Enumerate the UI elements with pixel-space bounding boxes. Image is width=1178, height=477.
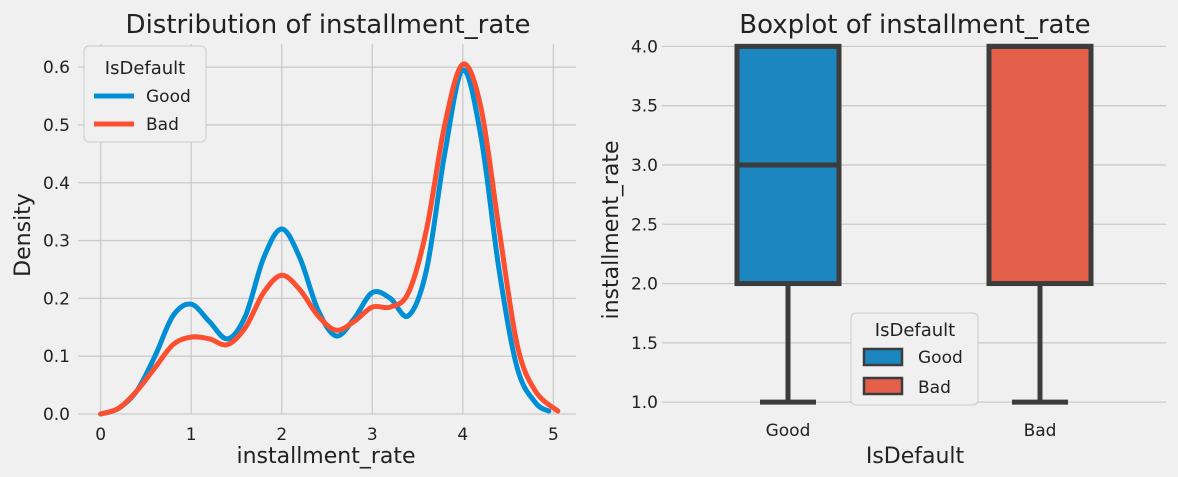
box-ylabel: installment_rate: [599, 140, 624, 319]
box-iqr-bad: [986, 43, 1094, 287]
kde-ytick-label: 0.3: [43, 232, 70, 252]
kde-ytick-label: 0.0: [43, 405, 70, 425]
kde-line-bad: [98, 61, 561, 417]
box-chart: 1.0 1.5 2.0 2.5 3.0 3.5 4.0 Good Bad Boxplot of …: [599, 10, 1166, 469]
box-ytick-label: 2.5: [631, 215, 658, 235]
box-title: Boxplot of installment_rate: [739, 10, 1090, 40]
kde-xtick-label: 0: [95, 425, 106, 445]
box-legend-swatch-bad: [862, 376, 904, 396]
box-ticks: 1.0 1.5 2.0 2.5 3.0 3.5 4.0 Good Bad: [631, 37, 1056, 441]
box-legend: IsDefault Good Bad: [850, 312, 979, 406]
kde-line-good: [98, 67, 552, 417]
kde-ytick-label: 0.6: [43, 58, 70, 78]
kde-legend: IsDefault Good Bad: [83, 45, 207, 143]
kde-xtick-label: 5: [548, 425, 559, 445]
box-xtick-label: Good: [766, 421, 811, 441]
kde-legend-label-good: Good: [146, 87, 191, 107]
box-xtick-label: Bad: [1024, 421, 1057, 441]
kde-ytick-label: 0.4: [43, 174, 70, 194]
kde-ytick-label: 0.1: [43, 347, 70, 367]
kde-xtick-label: 4: [457, 425, 468, 445]
box-ytick-label: 3.5: [631, 97, 658, 117]
kde-legend-frame: [83, 45, 207, 143]
box-ytick-label: 2.0: [631, 275, 658, 295]
kde-ylabel: Density: [11, 193, 36, 277]
kde-ytick-label: 0.5: [43, 116, 70, 136]
kde-lines: [98, 61, 561, 417]
kde-xtick-label: 1: [186, 425, 197, 445]
box-legend-title: IsDefault: [875, 320, 955, 341]
kde-xlabel: installment_rate: [236, 444, 415, 469]
kde-xtick-label: 3: [367, 425, 378, 445]
kde-ytick-label: 0.2: [43, 289, 70, 309]
box-ytick-label: 1.5: [631, 334, 658, 354]
kde-legend-label-bad: Bad: [146, 115, 179, 135]
kde-xtick-label: 2: [276, 425, 287, 445]
box-xlabel: IsDefault: [866, 444, 965, 469]
box-ytick-label: 3.0: [631, 156, 658, 176]
box-marks: [734, 43, 1094, 405]
kde-chart: 0 1 2 3 4 5 0.0 0.1 0.2 0.3 0.4 0.5 0.6 Distribution…: [11, 10, 576, 469]
kde-legend-title: IsDefault: [105, 58, 185, 79]
box-ytick-label: 4.0: [631, 37, 658, 57]
kde-ticks: 0 1 2 3 4 5 0.0 0.1 0.2 0.3 0.4 0.5 0.6: [43, 58, 559, 445]
box-legend-swatch-good: [862, 347, 904, 367]
box-legend-label-good: Good: [918, 348, 963, 368]
box-legend-label-bad: Bad: [918, 378, 951, 398]
box-ytick-label: 1.0: [631, 393, 658, 413]
kde-title: Distribution of installment_rate: [126, 10, 531, 40]
